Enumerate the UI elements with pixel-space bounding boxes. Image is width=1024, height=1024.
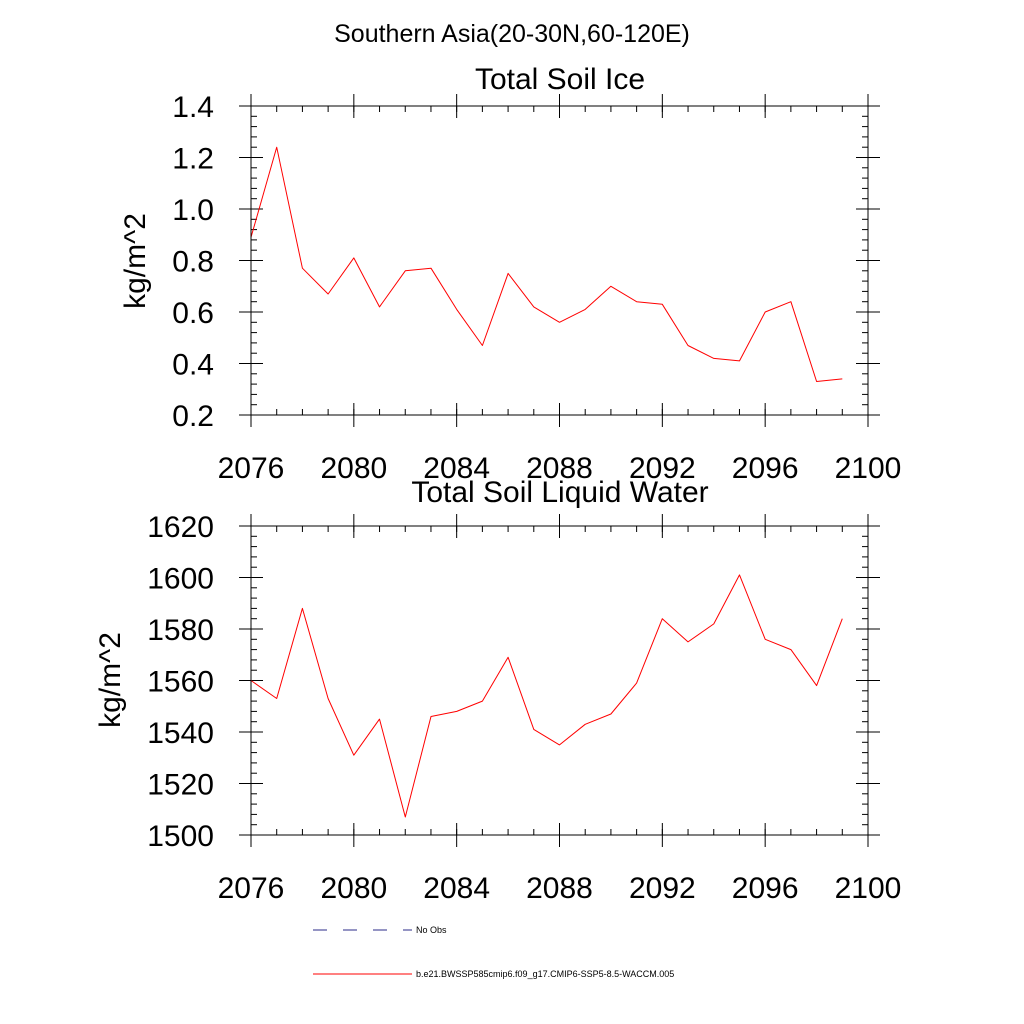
series-line: [250, 146, 843, 382]
legend-item-model-run: b.e21.BWSSP585cmip6.f09_g17.CMIP6-SSP5-8…: [313, 969, 674, 979]
y-tick-label: 0.8: [172, 246, 214, 279]
x-tick-label: 2080: [320, 872, 387, 905]
legend-item-no-obs: No Obs: [313, 925, 447, 935]
plot-area: [250, 574, 843, 818]
tick-labels: 2076 2080 2084 2088 2092 2096 2100 1500 1520 1540…: [147, 511, 901, 905]
series-line: [250, 574, 843, 818]
axis-ticks: [239, 514, 880, 847]
legend-label-no-obs: No Obs: [416, 925, 447, 935]
legend: No Obs b.e21.BWSSP585cmip6.f09_g17.CMIP6…: [313, 925, 674, 979]
plot-area: [250, 146, 843, 382]
x-tick-label: 2088: [526, 452, 593, 485]
chart-panel-soil-ice: Total Soil Ice kg/m^2 2076 2080 2084 2088 20…: [119, 63, 901, 485]
x-tick-label: 2076: [218, 872, 285, 905]
x-tick-label: 2100: [835, 872, 902, 905]
y-tick-label: 0.6: [172, 297, 214, 330]
chart-title: Total Soil Ice: [475, 63, 645, 96]
y-tick-label: 0.4: [172, 349, 214, 382]
tick-labels: 2076 2080 2084 2088 2092 2096 2100 0.2 0.4 0.6 0.8…: [172, 91, 901, 485]
y-axis-label: kg/m^2: [94, 632, 127, 728]
x-tick-label: 2084: [423, 872, 490, 905]
y-tick-label: 1.2: [172, 143, 214, 176]
x-tick-label: 2096: [732, 872, 799, 905]
x-tick-label: 2088: [526, 872, 593, 905]
y-tick-label: 1.4: [172, 91, 214, 124]
y-tick-label: 1.0: [172, 194, 214, 227]
axis-ticks: [239, 94, 880, 427]
chart-title: Total Soil Liquid Water: [411, 476, 708, 509]
figure-suptitle: Southern Asia(20-30N,60-120E): [334, 20, 690, 48]
y-tick-label: 1540: [147, 717, 214, 750]
chart-panel-soil-liquid-water: Total Soil Liquid Water kg/m^2 2076 2080 2…: [94, 476, 901, 905]
legend-label-model-run: b.e21.BWSSP585cmip6.f09_g17.CMIP6-SSP5-8…: [416, 969, 674, 979]
x-tick-label: 2092: [629, 452, 696, 485]
y-axis-label: kg/m^2: [119, 213, 152, 309]
x-tick-label: 2076: [218, 452, 285, 485]
x-tick-label: 2080: [320, 452, 387, 485]
x-tick-label: 2096: [732, 452, 799, 485]
x-tick-label: 2100: [835, 452, 902, 485]
plot-frame: [250, 105, 869, 416]
y-tick-label: 0.2: [172, 400, 214, 433]
y-tick-label: 1500: [147, 820, 214, 853]
y-tick-label: 1600: [147, 563, 214, 596]
plot-frame: [250, 525, 869, 836]
y-tick-label: 1560: [147, 666, 214, 699]
y-tick-label: 1520: [147, 769, 214, 802]
y-tick-label: 1620: [147, 511, 214, 544]
y-tick-label: 1580: [147, 614, 214, 647]
x-tick-label: 2092: [629, 872, 696, 905]
x-tick-label: 2084: [423, 452, 490, 485]
